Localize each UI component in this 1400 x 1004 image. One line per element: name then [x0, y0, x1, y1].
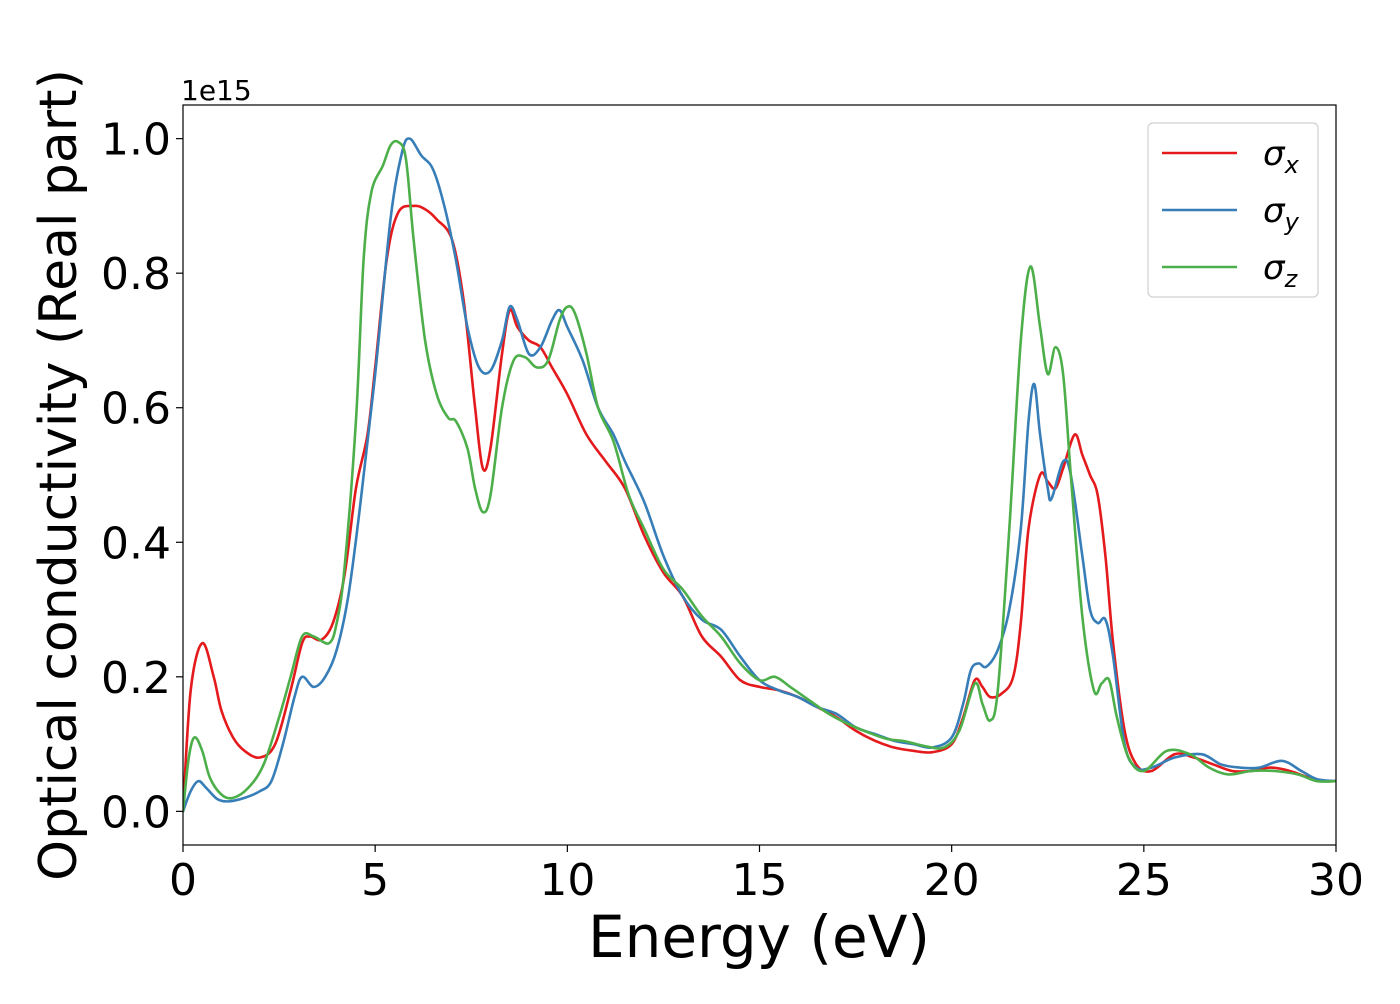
y-tick-label: 0.2	[101, 653, 171, 704]
y-axis-ticks: 0.0 0.2 0.4 0.6 0.8 1.0	[101, 115, 183, 838]
legend: σx σy σz	[1147, 122, 1319, 298]
y-tick-label: 0.4	[101, 518, 171, 569]
x-tick-label: 5	[361, 855, 389, 906]
x-axis-ticks: 0 5 10 15 20 25 30	[169, 845, 1364, 906]
y-axis-label: Optical conductivity (Real part)	[29, 69, 89, 881]
y-tick-label: 0.0	[101, 787, 171, 838]
legend-label-sigma-z: σz	[1263, 248, 1299, 293]
y-tick-label: 1.0	[101, 115, 171, 166]
x-tick-label: 30	[1308, 855, 1364, 906]
y-tick-label: 0.6	[101, 384, 171, 435]
x-tick-label: 20	[924, 855, 980, 906]
legend-label-sigma-x: σx	[1263, 134, 1300, 179]
axes-frame	[182, 104, 1337, 846]
x-tick-label: 10	[539, 855, 595, 906]
plot-area	[183, 137, 1336, 813]
y-axis-offset-text: 1e15	[181, 74, 252, 107]
x-tick-label: 25	[1116, 855, 1172, 906]
x-tick-label: 15	[732, 855, 788, 906]
legend-label-sigma-y: σy	[1263, 191, 1300, 236]
x-tick-label: 0	[169, 855, 197, 906]
series-line-sigma-z	[183, 139, 1336, 813]
y-tick-label: 0.8	[101, 249, 171, 300]
x-axis-label: Energy (eV)	[588, 903, 930, 971]
